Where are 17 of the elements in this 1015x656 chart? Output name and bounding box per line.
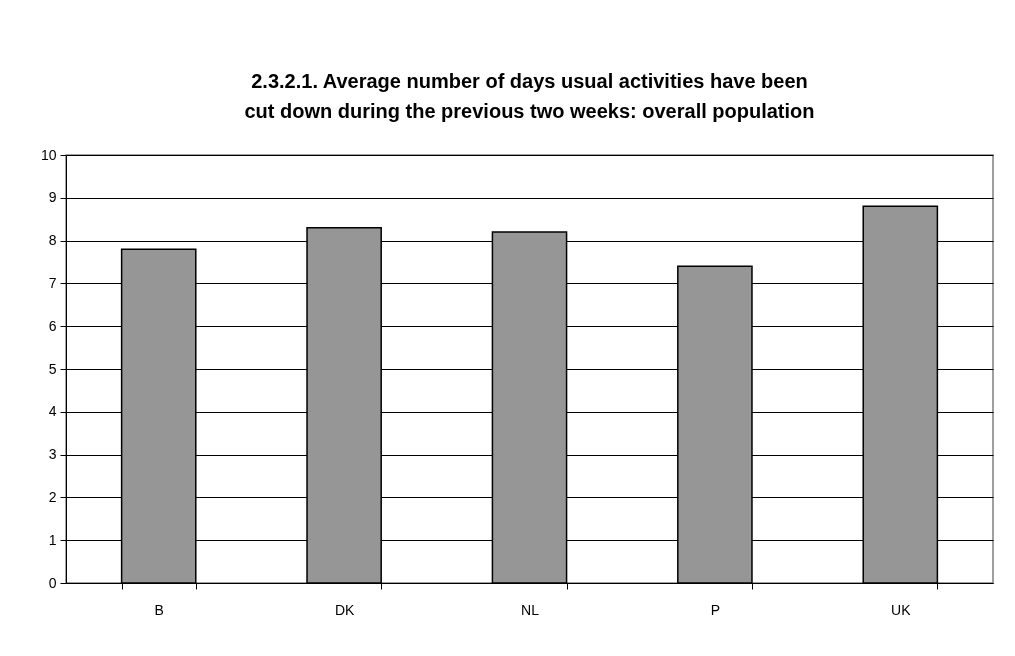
y-tick-label: 5 — [48, 360, 57, 377]
y-tick-label: 1 — [48, 531, 57, 548]
x-tick-label: UK — [891, 601, 912, 618]
x-tick-label: NL — [521, 601, 540, 618]
chart-title: 2.3.2.1. Average number of days usual activities have been cut down during the previous two weeks: overall population — [244, 70, 815, 122]
y-tick-label: 10 — [40, 146, 57, 163]
y-tick-label: 3 — [48, 446, 57, 463]
y-tick-label: 8 — [48, 232, 57, 249]
x-tick-label: P — [710, 601, 721, 618]
y-tick-label: 7 — [48, 274, 57, 291]
y-tick-label: 9 — [48, 189, 57, 206]
x-tick-label: B — [154, 601, 164, 618]
y-tick-label: 4 — [48, 403, 57, 420]
x-tick-label: DK — [334, 601, 355, 618]
y-tick-label: 6 — [48, 317, 57, 334]
y-tick-label: 0 — [48, 574, 57, 591]
y-tick-label: 2 — [48, 488, 57, 505]
